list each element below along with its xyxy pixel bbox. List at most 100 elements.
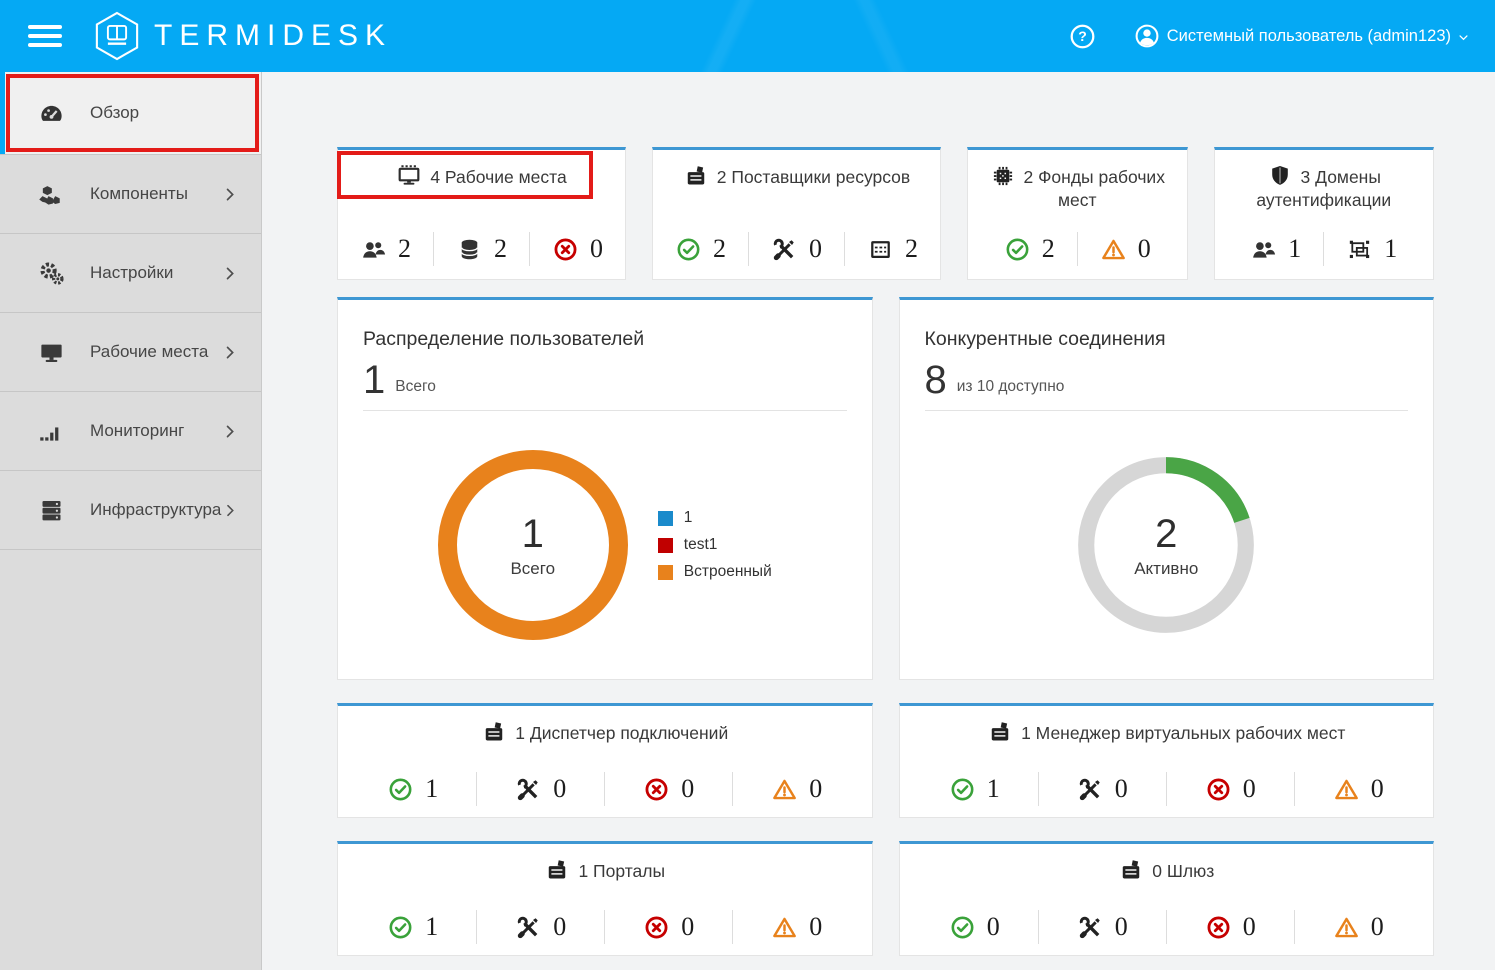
dashboard-icon: [38, 100, 65, 127]
brand-title: TERMIDESK: [154, 19, 393, 52]
stat-value: 0: [986, 912, 1000, 941]
chart-header: Конкурентные соединения 8 из 10 доступно: [900, 300, 1434, 411]
database-icon: [456, 236, 483, 263]
card-title: 1 Диспетчер подключений: [338, 706, 872, 745]
card-workplaces[interactable]: 4 Рабочие места 2 2 0: [337, 147, 626, 280]
total-label: из 10 доступно: [956, 378, 1065, 395]
chevron-down-icon: [1459, 35, 1468, 41]
chart-total: 8 из 10 доступно: [924, 358, 1408, 411]
donut-center-value: 1: [521, 511, 544, 556]
user-menu[interactable]: Системный пользователь (admin123): [1134, 23, 1471, 49]
chart-legend: 1 test1 Встроенный: [657, 500, 772, 590]
ok-icon: [949, 914, 976, 941]
tools-icon: [515, 914, 542, 941]
stat-ok: 1: [349, 772, 476, 806]
ok-icon: [387, 914, 414, 941]
stat-users: 2: [338, 232, 433, 266]
legend-label: 1: [683, 509, 693, 526]
stat-value: 0: [553, 912, 567, 941]
warning-icon: [1100, 236, 1127, 263]
stat-value: 2: [494, 234, 507, 263]
user-label: Системный пользователь (admin123): [1166, 26, 1451, 45]
users-icon: [1250, 236, 1277, 263]
service-cards-row-1: 1 Диспетчер подключений 1 0 0 0: [337, 703, 1434, 818]
stat-errors: 0: [1165, 910, 1294, 944]
stat-errors: 0: [1165, 772, 1294, 806]
monitor-icon: [396, 163, 422, 189]
card-portals[interactable]: 1 Порталы 1 0 0 0: [337, 841, 873, 956]
help-icon[interactable]: ?: [1069, 23, 1096, 50]
stat-errors: 0: [529, 232, 625, 266]
sidebar-item-label: Настройки: [90, 263, 174, 282]
sidebar-item-label: Инфраструктура: [90, 500, 222, 519]
legend-item[interactable]: 1: [657, 509, 772, 527]
card-gateway[interactable]: 0 Шлюз 0 0 0 0: [898, 841, 1434, 956]
stat-maintenance: 0: [476, 910, 604, 944]
stat-value: 0: [1370, 912, 1384, 941]
svg-text:?: ?: [1078, 28, 1087, 44]
sidebar-item-monitoring[interactable]: Мониторинг: [0, 392, 261, 471]
error-icon: [643, 914, 670, 941]
sidebar-item-label: Обзор: [90, 103, 140, 122]
legend-item[interactable]: test1: [657, 536, 772, 554]
sidebar-item-infrastructure[interactable]: Инфраструктура: [0, 471, 261, 550]
servers-icon: [38, 497, 65, 524]
warning-icon: [771, 776, 798, 803]
object-group-icon: [1346, 236, 1373, 263]
service-cards-row-2: 1 Порталы 1 0 0 0: [337, 841, 1434, 956]
stat-maintenance: 0: [748, 232, 844, 266]
donut-chart: 1 Всего 1 test1 Встроенный: [338, 411, 872, 679]
cubes-icon: [38, 181, 65, 208]
sidebar-item-overview[interactable]: Обзор: [0, 72, 261, 155]
legend-label: test1: [683, 536, 718, 553]
total-value: 8: [924, 358, 947, 402]
desktop-icon: [38, 339, 65, 366]
card-title: 1 Менеджер виртуальных рабочих мест: [900, 706, 1434, 745]
card-title: 1 Порталы: [338, 844, 872, 883]
gears-icon: [38, 260, 65, 287]
card-vdi-manager[interactable]: 1 Менеджер виртуальных рабочих мест 1 0 …: [898, 703, 1434, 818]
ok-icon: [949, 776, 976, 803]
table-icon: [867, 236, 894, 263]
chart-header: Распределение пользователей 1 Всего: [338, 300, 872, 411]
ok-icon: [1004, 236, 1031, 263]
sidebar-item-settings[interactable]: Настройки: [0, 234, 261, 313]
stat-pools: 2: [433, 232, 529, 266]
legend-item[interactable]: Встроенный: [657, 563, 772, 581]
sidebar-item-workplaces[interactable]: Рабочие места: [0, 313, 261, 392]
stat-warnings: 0: [1293, 910, 1422, 944]
legend-swatch: [657, 537, 673, 553]
error-icon: [643, 776, 670, 803]
stat-value: 0: [809, 912, 823, 941]
chip-icon: [990, 163, 1016, 189]
card-workplace-funds[interactable]: 2 Фонды рабочих мест 2 0: [967, 147, 1188, 280]
error-icon: [552, 236, 579, 263]
stat-value: 0: [1137, 234, 1151, 263]
chart-total: 1 Всего: [363, 360, 847, 411]
legend-label: Встроенный: [683, 563, 772, 580]
hamburger-menu-icon[interactable]: [28, 20, 62, 52]
stat-tables: 2: [844, 232, 940, 266]
stat-ok: 1: [911, 772, 1038, 806]
card-resource-providers[interactable]: 2 Поставщики ресурсов 2 0 2: [652, 147, 941, 280]
stat-warnings: 0: [1293, 772, 1422, 806]
server-doc-icon: [683, 163, 709, 189]
ok-icon: [387, 776, 414, 803]
stats-row: 1 0 0 0: [338, 910, 872, 944]
stat-value: 0: [1114, 912, 1128, 941]
card-connection-dispatcher[interactable]: 1 Диспетчер подключений 1 0 0 0: [337, 703, 873, 818]
stat-warnings: 0: [1076, 232, 1173, 266]
card-auth-domains[interactable]: 3 Домены аутентификации 1 1: [1213, 147, 1434, 280]
warning-icon: [1333, 776, 1360, 803]
sidebar-item-components[interactable]: Компоненты: [0, 155, 261, 234]
error-icon: [1205, 776, 1232, 803]
warning-icon: [771, 914, 798, 941]
sidebar-nav: Обзор Компоненты Настройки Рабочие места…: [0, 72, 262, 970]
stat-maintenance: 0: [476, 772, 604, 806]
tools-icon: [1077, 776, 1104, 803]
chevron-right-icon: [221, 501, 239, 520]
donut-center-label: Активно: [1134, 558, 1199, 578]
card-title: 4 Рабочие места: [338, 150, 625, 189]
error-icon: [1205, 914, 1232, 941]
stat-value: 1: [425, 912, 439, 941]
